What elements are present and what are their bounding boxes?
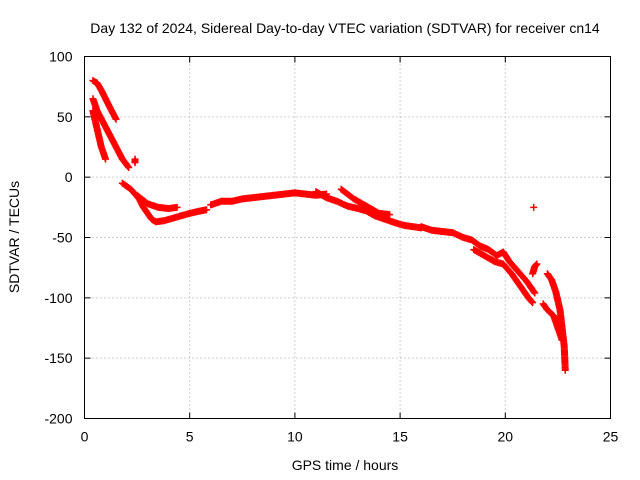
x-tick-label: 10 — [287, 429, 303, 445]
data-point — [124, 162, 132, 170]
x-tick-label: 5 — [186, 429, 194, 445]
data-point — [558, 336, 566, 344]
data-point — [203, 206, 211, 214]
data-point — [102, 155, 110, 163]
grid-lines — [84, 56, 611, 419]
data-point — [529, 299, 537, 307]
y-tick-label: -100 — [44, 290, 72, 306]
data-point — [528, 298, 536, 306]
data-point — [531, 289, 539, 297]
data-point — [131, 159, 139, 167]
x-axis-label: GPS time / hours — [292, 457, 399, 473]
data-points — [89, 77, 569, 374]
plot-frame — [84, 56, 611, 419]
y-tick-label: 50 — [57, 109, 73, 125]
data-point — [125, 164, 133, 172]
y-tick-label: -200 — [44, 411, 72, 427]
tick-marks — [84, 56, 611, 419]
x-tick-label: 20 — [498, 429, 514, 445]
y-tick-label: -150 — [44, 350, 72, 366]
data-point — [533, 260, 541, 268]
y-tick-label: 100 — [49, 49, 73, 65]
x-tick-label: 0 — [81, 429, 89, 445]
data-point — [173, 203, 181, 211]
data-point — [561, 366, 569, 374]
y-tick-labels: 100 50 0 -50 -100 -150 -200 — [44, 49, 72, 427]
y-tick-label: -50 — [52, 230, 72, 246]
y-axis-label: SDTVAR / TECUs — [6, 181, 22, 293]
y-tick-label: 0 — [65, 169, 73, 185]
data-point — [112, 115, 120, 123]
data-point — [386, 211, 394, 219]
data-point — [530, 288, 538, 296]
chart-title: Day 132 of 2024, Sidereal Day-to-day VTE… — [90, 20, 600, 36]
x-tick-label: 25 — [603, 429, 619, 445]
x-tick-labels: 0 5 10 15 20 25 — [81, 429, 619, 445]
x-tick-label: 15 — [392, 429, 408, 445]
data-point — [530, 203, 538, 211]
